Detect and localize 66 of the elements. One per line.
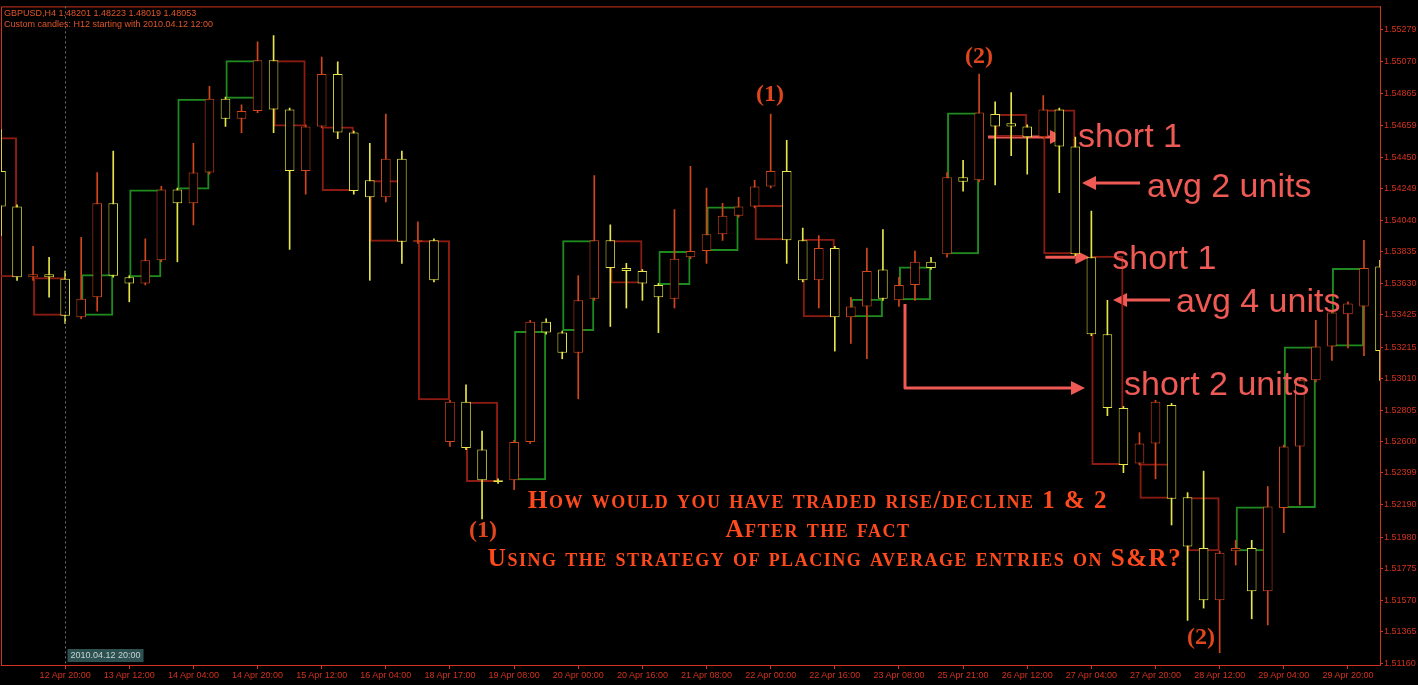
annotation: (1) bbox=[756, 80, 784, 107]
annotation: Using the strategy of placing average entries on S&R? bbox=[487, 544, 1183, 572]
y-tick-label: 1.54040 bbox=[1384, 214, 1417, 225]
x-tick-label: 26 Apr 12:00 bbox=[1001, 669, 1053, 680]
x-tick-label: 27 Apr 04:00 bbox=[1065, 669, 1117, 680]
y-tick-label: 1.53425 bbox=[1384, 309, 1417, 320]
y-tick-label: 1.54249 bbox=[1384, 182, 1417, 193]
x-tick-label: 16 Apr 04:00 bbox=[360, 669, 412, 680]
x-tick-label: 22 Apr 16:00 bbox=[809, 669, 861, 680]
y-tick-label: 1.53010 bbox=[1384, 373, 1417, 384]
annotation: (2) bbox=[965, 42, 993, 69]
x-tick-label: 18 Apr 17:00 bbox=[424, 669, 476, 680]
x-tick-label: 22 Apr 00:00 bbox=[745, 669, 797, 680]
candlestick bbox=[1343, 301, 1353, 349]
y-tick-label: 1.53835 bbox=[1384, 246, 1417, 257]
x-tick-label: 29 Apr 04:00 bbox=[1258, 669, 1310, 680]
candlestick bbox=[1022, 124, 1033, 175]
x-tick-label: 12 Apr 20:00 bbox=[39, 669, 91, 680]
candlestick bbox=[44, 256, 54, 298]
x-tick-label: 13 Apr 12:00 bbox=[103, 669, 155, 680]
candlestick bbox=[28, 246, 38, 281]
x-tick-label: 27 Apr 20:00 bbox=[1129, 669, 1182, 680]
x-tick-label: 14 Apr 04:00 bbox=[167, 669, 219, 680]
annotation: How would you have traded rise/decline 1 & 2 bbox=[528, 486, 1108, 514]
candlestick bbox=[990, 101, 1000, 186]
x-tick-label: 15 Apr 12:00 bbox=[296, 669, 348, 680]
candlestick bbox=[76, 236, 86, 320]
y-tick-label: 1.55070 bbox=[1384, 56, 1417, 67]
annotation: avg 2 units bbox=[1147, 166, 1312, 205]
annotation: (1) bbox=[469, 516, 497, 543]
y-tick-label: 1.51570 bbox=[1384, 594, 1417, 605]
text: Custom candles: H12 starting with 2010.04.12 12:00 bbox=[4, 18, 214, 29]
chart-title: GBPUSD,H4 1.48201 1.48223 1.48019 1.48053 bbox=[4, 7, 197, 18]
candlestick bbox=[958, 159, 968, 192]
x-tick-label: 23 Apr 08:00 bbox=[873, 669, 925, 680]
y-tick-label: 1.51775 bbox=[1384, 563, 1417, 574]
ref-line-label: 2010.04.12 20:00 bbox=[70, 650, 141, 661]
y-tick-label: 1.55279 bbox=[1384, 24, 1417, 35]
x-tick-label: 19 Apr 08:00 bbox=[488, 669, 540, 680]
annotation: short 1 bbox=[1112, 237, 1217, 276]
y-tick-label: 1.51160 bbox=[1384, 657, 1416, 668]
y-tick-label: 1.52805 bbox=[1384, 404, 1417, 415]
y-tick-label: 1.53630 bbox=[1384, 277, 1417, 288]
x-tick-label: 21 Apr 08:00 bbox=[681, 669, 733, 680]
x-tick-label: 14 Apr 20:00 bbox=[232, 669, 284, 680]
y-tick-label: 1.52399 bbox=[1384, 467, 1417, 478]
y-tick-label: 1.54865 bbox=[1384, 87, 1417, 98]
annotation: After the fact bbox=[725, 515, 911, 543]
x-tick-label: 25 Apr 21:00 bbox=[937, 669, 989, 680]
x-tick-label: 29 Apr 20:00 bbox=[1322, 669, 1374, 680]
y-tick-label: 1.54450 bbox=[1384, 151, 1417, 162]
candlestick bbox=[364, 143, 375, 281]
y-tick-label: 1.51980 bbox=[1384, 531, 1417, 542]
y-tick-label: 1.53215 bbox=[1384, 341, 1417, 352]
x-tick-label: 20 Apr 00:00 bbox=[552, 669, 604, 680]
candlestick bbox=[124, 275, 135, 303]
x-tick-label: 28 Apr 12:00 bbox=[1194, 669, 1246, 680]
y-tick-label: 1.54659 bbox=[1384, 119, 1417, 130]
candlestick bbox=[1006, 92, 1017, 156]
y-tick-label: 1.51365 bbox=[1384, 626, 1417, 637]
annotation: (2) bbox=[1187, 623, 1215, 650]
annotation: short 1 bbox=[1078, 116, 1182, 155]
y-tick-label: 1.52190 bbox=[1384, 499, 1417, 510]
candlestick bbox=[846, 296, 856, 344]
x-tick-label: 20 Apr 16:00 bbox=[616, 669, 668, 680]
y-tick-label: 1.52600 bbox=[1384, 436, 1417, 447]
